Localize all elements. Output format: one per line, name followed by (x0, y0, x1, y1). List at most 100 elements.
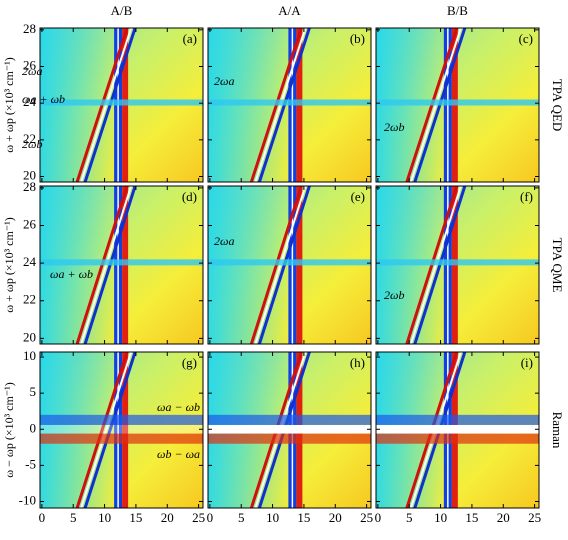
panel-frame (39, 351, 204, 509)
diagonal-red (75, 352, 129, 508)
annotation: ωb − ωa (157, 447, 200, 461)
panel (40, 28, 203, 182)
column-title: A/B (111, 3, 133, 18)
annotation: 2ωa (214, 74, 234, 88)
panel-label: (f) (520, 189, 533, 204)
panel (40, 186, 203, 344)
annotation: 2ωb (22, 137, 42, 151)
white-wedge (208, 424, 371, 434)
white-wedge (40, 424, 203, 434)
y-tick-label: 5 (30, 384, 37, 399)
y-tick-label: 20 (23, 329, 36, 344)
x-tick-label: 10 (434, 510, 447, 525)
x-tick-label: 0 (375, 510, 382, 525)
x-tick-label: 10 (98, 510, 111, 525)
y-tick-label: 28 (23, 179, 36, 194)
horizontal-band (208, 99, 371, 106)
horizontal-band (376, 99, 539, 106)
x-tick-label: 10 (266, 510, 279, 525)
panel (376, 28, 539, 182)
x-tick-label: 15 (129, 510, 142, 525)
x-tick-label: 15 (297, 510, 310, 525)
panel-frame (207, 27, 372, 183)
red-strip (208, 433, 371, 444)
panel-frame (207, 185, 372, 345)
red-strip (376, 433, 539, 444)
row-title: TPA QME (550, 238, 565, 293)
x-tick-label: 5 (406, 510, 413, 525)
horizontal-band (376, 259, 539, 266)
panel-frame (375, 185, 540, 345)
y-tick-label: 26 (23, 57, 37, 72)
annotation: ωa − ωb (157, 400, 200, 414)
y-tick-label: -5 (25, 456, 36, 471)
panel (40, 352, 203, 508)
column-title: B/B (447, 3, 468, 18)
x-tick-label: 25 (192, 510, 205, 525)
x-tick-label: 25 (528, 510, 541, 525)
row-title: Raman (550, 412, 565, 449)
panel-label: (g) (182, 355, 197, 370)
x-tick-label: 25 (360, 510, 373, 525)
y-tick-label: 20 (23, 167, 36, 182)
red-band (122, 352, 129, 508)
x-tick-label: 20 (161, 510, 174, 525)
panel (208, 186, 371, 344)
annotation: ωa + ωb (22, 92, 65, 106)
y-axis-label: ω + ωp (×10³ cm⁻¹) (2, 57, 16, 153)
panel-label: (e) (351, 189, 365, 204)
x-tick-label: 0 (207, 510, 214, 525)
x-tick-label: 0 (39, 510, 46, 525)
panel-frame (207, 351, 372, 509)
horizontal-band (40, 99, 203, 106)
panel-label: (d) (182, 189, 197, 204)
y-axis-label: ω + ωp (×10³ cm⁻¹) (2, 217, 16, 313)
panel (376, 352, 539, 508)
annotation: 2ωb (384, 288, 404, 302)
panel-label: (i) (521, 355, 533, 370)
annotation: 2ωa (22, 64, 42, 78)
annotation: ωa + ωb (50, 267, 93, 281)
x-tick-label: 5 (238, 510, 245, 525)
red-strip (40, 433, 203, 444)
blue-strip (376, 414, 539, 425)
blue-strip (40, 414, 203, 425)
annotation: 2ωa (214, 234, 234, 248)
x-tick-label: 15 (465, 510, 478, 525)
cyan-region (40, 352, 118, 508)
y-tick-label: 22 (23, 131, 36, 146)
diagonal-white (80, 352, 133, 508)
diagonal-blue (83, 352, 137, 508)
column-title: A/A (278, 3, 301, 18)
y-tick-label: 28 (23, 21, 36, 36)
row-title: TPA QED (550, 79, 565, 132)
panel-label: (h) (350, 355, 365, 370)
x-tick-label: 20 (497, 510, 510, 525)
panel-label: (c) (519, 31, 533, 46)
y-tick-label: 24 (23, 254, 37, 269)
annotation: 2ωb (384, 120, 404, 134)
panel-frame (375, 351, 540, 509)
panel-frame (39, 27, 204, 183)
blue-strip (208, 414, 371, 425)
y-axis-label: ω − ωp (×10³ cm⁻¹) (2, 382, 16, 478)
white-wedge (376, 424, 539, 434)
x-tick-label: 20 (329, 510, 342, 525)
horizontal-band (208, 259, 371, 266)
panel (376, 186, 539, 344)
x-tick-label: 5 (70, 510, 77, 525)
y-tick-label: -10 (19, 492, 36, 507)
panel (208, 28, 371, 182)
panel-label: (a) (183, 31, 197, 46)
y-tick-label: 0 (30, 420, 37, 435)
y-tick-label: 26 (23, 216, 37, 231)
y-tick-label: 22 (23, 292, 36, 307)
horizontal-band (40, 259, 203, 266)
y-tick-label: 24 (23, 94, 37, 109)
panel-frame (39, 185, 204, 345)
y-tick-label: 10 (23, 348, 36, 363)
panel-frame (375, 27, 540, 183)
panel-label: (b) (350, 31, 365, 46)
panel (208, 352, 371, 508)
